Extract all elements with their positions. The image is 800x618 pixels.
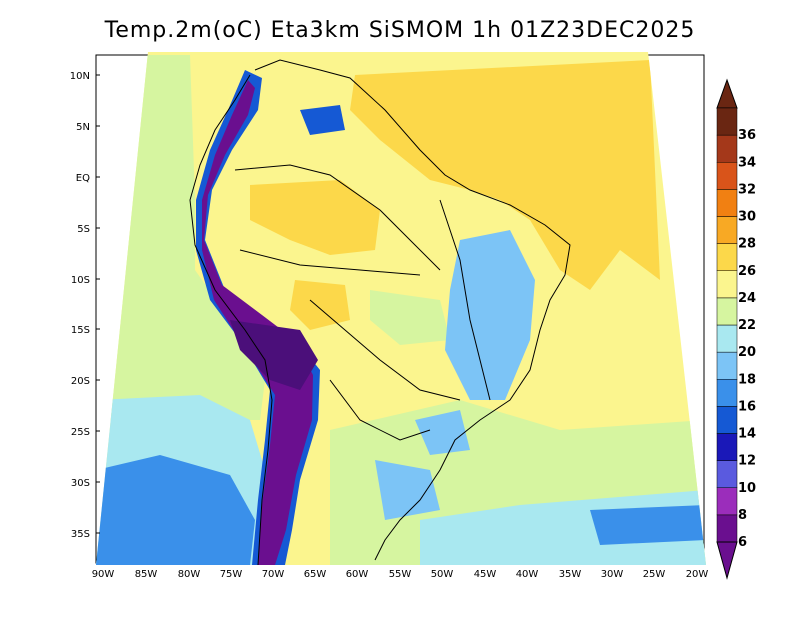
lon-label: 70W xyxy=(262,569,285,580)
lat-axis: 10N 5N EQ 5S 10S 15S 20S 25S 30S 35S xyxy=(70,71,100,540)
colorbar-swatch xyxy=(716,134,738,163)
colorbar-swatch xyxy=(716,270,738,299)
colorbar-swatch xyxy=(716,324,738,353)
colorbar-label: 6 xyxy=(738,535,747,550)
colorbar-label: 12 xyxy=(738,454,756,469)
lon-label: 40W xyxy=(516,569,539,580)
colorbar-swatch xyxy=(716,107,738,136)
lat-label: 20S xyxy=(71,376,90,387)
lat-label: EQ xyxy=(76,173,90,184)
colorbar-label: 24 xyxy=(738,291,756,306)
colorbar-swatch xyxy=(716,460,738,488)
colorbar-label: 22 xyxy=(738,318,756,333)
colorbar-label: 10 xyxy=(738,481,756,496)
colorbar-swatch xyxy=(716,351,738,380)
temperature-field xyxy=(96,52,706,565)
lat-label: 5S xyxy=(77,224,90,235)
colorbar-swatch xyxy=(716,216,738,244)
lon-label: 30W xyxy=(601,569,624,580)
field-blue-southern-pacific xyxy=(96,455,255,565)
colorbar-label: 36 xyxy=(738,128,756,143)
border-central xyxy=(309,299,461,401)
lat-label: 10S xyxy=(71,275,90,286)
colorbar-labels: 6 8 10 12 14 16 18 20 22 24 26 28 30 32 34 36 xyxy=(738,128,756,550)
colorbar-label: 26 xyxy=(738,264,756,279)
colorbar-label: 16 xyxy=(738,399,756,414)
colorbar-label: 20 xyxy=(738,345,756,360)
lon-label: 65W xyxy=(304,569,327,580)
colorbar-swatches xyxy=(716,107,738,543)
field-blue-brazil-highlands xyxy=(445,230,535,400)
lon-label: 25W xyxy=(643,569,666,580)
border-east xyxy=(439,199,491,401)
lon-label: 85W xyxy=(135,569,158,580)
lat-label: 30S xyxy=(71,478,90,489)
field-gold-amazon xyxy=(250,180,380,255)
field-blue-southern-atlantic xyxy=(590,505,706,545)
lon-label: 45W xyxy=(474,569,497,580)
colorbar: 6 8 10 12 14 16 18 20 22 24 26 28 30 32 34 36 xyxy=(716,78,756,580)
colorbar-label: 28 xyxy=(738,237,756,252)
lat-label: 5N xyxy=(76,122,90,133)
border-south xyxy=(329,379,431,441)
colorbar-swatch xyxy=(716,243,738,271)
field-gold-interior xyxy=(290,280,350,330)
lon-label: 90W xyxy=(92,569,115,580)
colorbar-label: 32 xyxy=(738,182,756,197)
lat-label: 35S xyxy=(71,529,90,540)
colorbar-label: 18 xyxy=(738,372,756,387)
map-title: Temp.2m(oC) Eta3km SiSMOM 1h 01Z23DEC202… xyxy=(104,18,696,43)
lon-label: 35W xyxy=(559,569,582,580)
field-altiplano xyxy=(230,320,318,390)
colorbar-swatch xyxy=(716,297,738,326)
colorbar-top-arrow xyxy=(716,78,738,109)
lat-ticks xyxy=(96,74,100,534)
lat-label: 25S xyxy=(71,427,90,438)
colorbar-label: 34 xyxy=(738,155,756,170)
lon-label: 55W xyxy=(389,569,412,580)
coastline-pacific xyxy=(189,74,273,566)
colorbar-label: 8 xyxy=(738,508,747,523)
colorbar-label: 14 xyxy=(738,427,756,442)
lon-label: 60W xyxy=(346,569,369,580)
lat-label: 10N xyxy=(70,71,90,82)
coastlines xyxy=(189,59,571,566)
colorbar-swatch xyxy=(716,514,738,543)
field-blue-uruguay xyxy=(375,460,440,520)
lon-label: 20W xyxy=(686,569,709,580)
lon-label: 80W xyxy=(178,569,201,580)
colorbar-swatch xyxy=(716,433,738,461)
coastline-atlantic xyxy=(254,59,571,561)
field-green-central xyxy=(370,290,450,345)
field-blue-south-brazil xyxy=(415,410,470,455)
lon-label: 75W xyxy=(220,569,243,580)
colorbar-swatch xyxy=(716,379,738,407)
lon-label: 50W xyxy=(431,569,454,580)
colorbar-swatch xyxy=(716,189,738,217)
colorbar-swatch xyxy=(716,162,738,190)
colorbar-bottom-arrow xyxy=(716,541,738,580)
border-north xyxy=(234,164,441,271)
field-guiana-highlands xyxy=(300,105,345,135)
lon-axis: 90W 85W 80W 75W 70W 65W 60W 55W 50W 45W … xyxy=(92,569,709,580)
border-amazon xyxy=(239,249,421,276)
lat-label: 15S xyxy=(71,325,90,336)
colorbar-swatch xyxy=(716,406,738,434)
field-andes-core xyxy=(202,80,313,565)
colorbar-label: 30 xyxy=(738,210,756,225)
field-gold-atlantic xyxy=(350,60,660,290)
colorbar-swatch xyxy=(716,487,738,516)
